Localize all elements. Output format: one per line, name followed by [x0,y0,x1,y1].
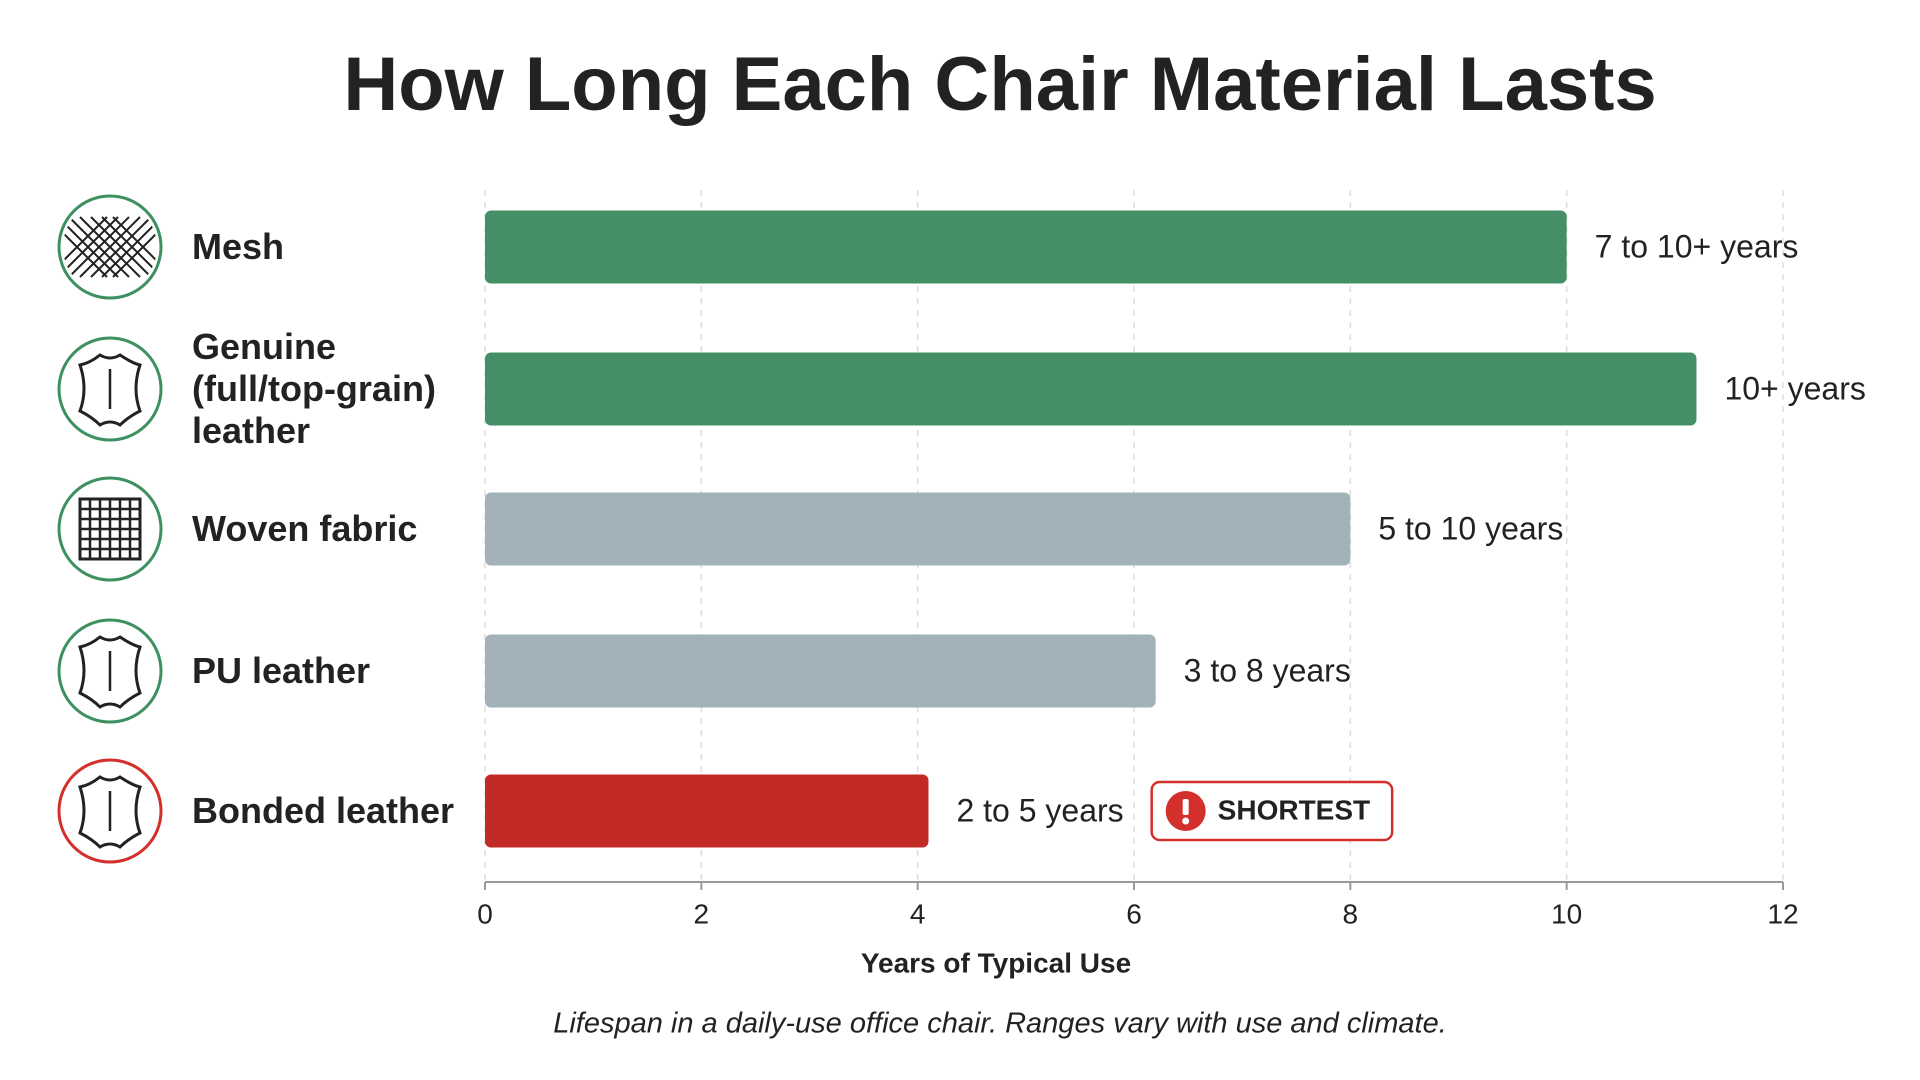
range-label: 2 to 5 years [956,792,1123,828]
bar [485,634,1156,708]
x-axis-title: Years of Typical Use [861,947,1131,978]
icon-mask [37,174,183,320]
category-label: Mesh [192,226,285,267]
footnote: Lifespan in a daily-use office chair. Ra… [553,1008,1447,1040]
bar [485,774,929,848]
x-tick-label: 4 [910,898,926,929]
bar [485,492,1351,566]
category-label: PU leather [192,650,371,691]
category-icon [37,174,183,320]
icon-stroke [90,216,152,278]
category-icon [57,476,163,582]
icon-stroke [79,216,141,278]
badge-icon-dot [1182,817,1190,825]
icon-hide [78,353,142,427]
range-label: 7 to 10+ years [1595,228,1799,264]
icon-hide [78,775,142,849]
icon-ring [57,194,163,300]
x-tick-label: 2 [694,898,710,929]
x-tick-label: 12 [1767,898,1798,929]
range-label: 5 to 10 years [1378,510,1563,546]
chart-title: How Long Each Chair Material Lasts [343,42,1656,127]
x-tick-label: 6 [1126,898,1142,929]
annotation-badge: SHORTEST [1150,780,1394,842]
badge-frame [1150,780,1394,842]
annotation-text: SHORTEST [1218,794,1370,825]
category-label: Woven fabric [192,508,418,549]
x-tick-label: 10 [1551,898,1582,929]
icon-stroke [57,216,119,278]
icon-hide [78,635,142,709]
category-icon [57,618,163,724]
icon-stroke [68,216,130,278]
x-tick-label: 0 [477,898,493,929]
range-label: 3 to 8 years [1184,652,1351,688]
range-label: 10+ years [1724,370,1865,406]
category-icon [57,336,163,442]
badge-icon-bar [1182,799,1189,815]
x-tick-label: 8 [1343,898,1359,929]
category-label: Bonded leather [192,790,455,831]
category-label: Genuine (full/top-grain) leather [192,326,436,451]
icon-stroke [101,216,163,278]
category-icon [57,758,163,864]
bar [485,210,1567,284]
bar [485,352,1697,426]
